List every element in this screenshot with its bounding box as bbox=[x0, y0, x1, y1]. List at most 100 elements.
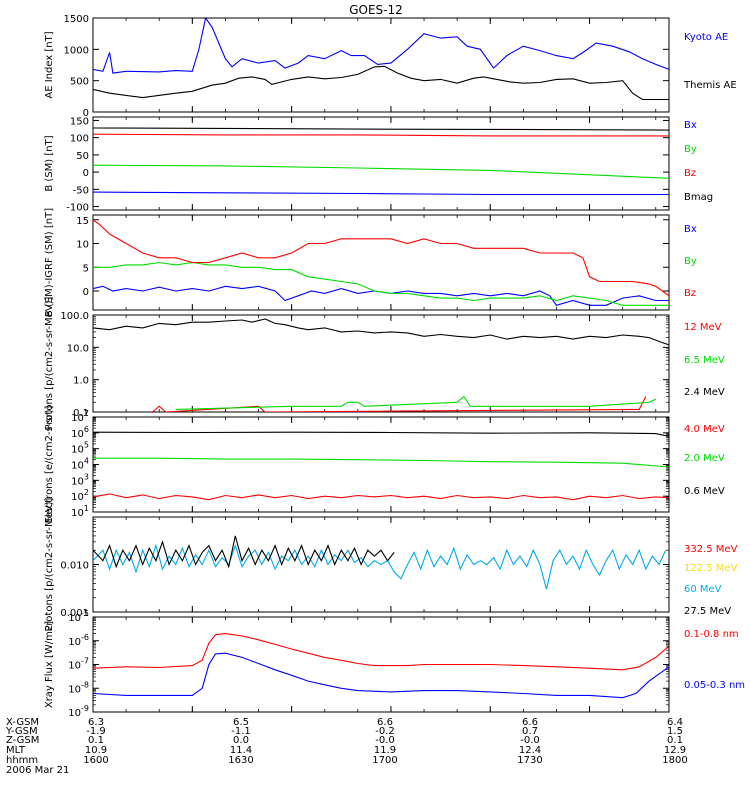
y-tick-label: 15 bbox=[76, 216, 89, 227]
footer-value: -0.0 bbox=[375, 735, 395, 746]
legend-label: Kyoto AE bbox=[684, 32, 728, 43]
y-tick-label: 100.0 bbox=[60, 311, 89, 322]
y-tick-label: 101 bbox=[71, 504, 89, 519]
footer-row-label: MLT bbox=[6, 745, 26, 756]
legend-label: 0.6 MeV bbox=[684, 486, 725, 497]
legend-label: By bbox=[684, 144, 697, 155]
footer-value: 0.1 bbox=[88, 735, 104, 746]
series-line-0-6-mev bbox=[93, 431, 669, 437]
series-line-by bbox=[93, 164, 669, 179]
y-axis-label: AE Index [nT] bbox=[44, 31, 55, 98]
y-tick-label: 10 bbox=[76, 240, 89, 251]
legend-label: 2.0 MeV bbox=[684, 453, 725, 464]
panel-frame bbox=[92, 17, 670, 113]
series-line-by bbox=[93, 261, 669, 306]
panel-bsm: -100 -50 0 50 100 150 B (SM) [nT] Bx By Bz Bmag bbox=[44, 116, 713, 213]
footer-row-label: Z-GSM bbox=[6, 735, 39, 746]
y-tick-label: 105 bbox=[71, 441, 89, 456]
footer-value: 12.4 bbox=[519, 745, 541, 756]
y-axis-label: Protons [p/(cm2-s-sr-MeV)] bbox=[44, 497, 55, 631]
series-line-bz bbox=[93, 219, 669, 297]
series-line-2-4-mev bbox=[93, 318, 669, 346]
y-tick-label: 0.1 bbox=[73, 408, 89, 419]
legend-label: Bmag bbox=[684, 192, 713, 203]
legend-label: 332.5 MeV bbox=[684, 544, 738, 555]
y-tick-label: 1.0 bbox=[73, 376, 89, 387]
y-tick-label: 102 bbox=[71, 488, 89, 503]
y-tick-label: 10-8 bbox=[68, 680, 89, 695]
legend-label: 122.5 MeV bbox=[684, 563, 738, 574]
series-line-bmag bbox=[93, 127, 669, 131]
legend-label: 60 MeV bbox=[684, 584, 722, 595]
footer-value: 6.6 bbox=[522, 717, 538, 728]
legend-label: 6.5 MeV bbox=[684, 355, 725, 366]
footer-value: 1630 bbox=[228, 755, 253, 766]
legend-label: Bz bbox=[684, 168, 696, 179]
footer-value: -1.1 bbox=[231, 726, 251, 737]
footer-value: 6.5 bbox=[233, 717, 249, 728]
footer-value: -0.0 bbox=[520, 735, 540, 746]
date-label: 2006 Mar 21 bbox=[6, 765, 69, 776]
ephemeris-footer: X-GSMY-GSMZ-GSMMLThhmm6.3-1.90.110.91600… bbox=[5, 717, 688, 766]
series-line-kyoto-ae bbox=[93, 18, 669, 74]
footer-value: 0.7 bbox=[522, 726, 538, 737]
footer-value: 1.5 bbox=[667, 726, 683, 737]
legend-label: Bz bbox=[684, 288, 696, 299]
panel-protons1: 0.1 1.0 10.0 100.0 Protons [p/(cm2-s-sr-MeV)… bbox=[44, 296, 725, 430]
y-tick-label: 5 bbox=[83, 263, 89, 274]
y-tick-label: 10.0 bbox=[67, 343, 89, 354]
panel-bigrf: 0 5 10 15 B (SM)-IGRF (SM) [nT] Bx By Bz bbox=[44, 208, 697, 317]
legend-label: 4.0 MeV bbox=[684, 424, 725, 435]
y-tick-label: 10-7 bbox=[68, 657, 89, 672]
y-tick-label: 10-6 bbox=[68, 633, 89, 648]
y-tick-label: -100 bbox=[66, 203, 89, 214]
legend-label: 0.05-0.3 nm bbox=[684, 680, 745, 691]
plot-title: GOES-12 bbox=[349, 3, 403, 17]
footer-row-label: hhmm bbox=[6, 755, 38, 766]
y-tick-label: 0.010 bbox=[60, 561, 89, 572]
series-line-0-05-0-3-nm bbox=[93, 652, 669, 699]
series-line-27-5-mev bbox=[93, 535, 395, 569]
legend-label: By bbox=[684, 256, 697, 267]
legend-label: 2.4 MeV bbox=[684, 387, 725, 398]
y-tick-label: 0.001 bbox=[60, 608, 89, 619]
footer-value: -0.2 bbox=[375, 726, 395, 737]
y-tick-label: 106 bbox=[71, 425, 89, 440]
series-line-2-0-mev bbox=[93, 457, 669, 468]
footer-row-label: Y-GSM bbox=[5, 726, 38, 737]
y-axis-label: B (SM) [nT] bbox=[44, 135, 55, 191]
footer-value: 6.3 bbox=[88, 717, 104, 728]
series-line-bx bbox=[93, 191, 669, 196]
panel-frame bbox=[92, 116, 670, 211]
y-axis-label: Xray Flux [W/m2] bbox=[44, 621, 55, 708]
series-line-60-mev bbox=[93, 543, 667, 590]
series-line-6-5-mev bbox=[175, 395, 657, 410]
footer-value: 0.0 bbox=[233, 735, 249, 746]
footer-value: 1730 bbox=[517, 755, 542, 766]
panel-frame bbox=[92, 314, 670, 413]
legend-label: Bx bbox=[684, 224, 697, 235]
y-axis-label: Electrons [e/(cm2-s-sr)] bbox=[44, 405, 55, 523]
y-tick-label: 1000 bbox=[64, 45, 89, 56]
legend-label: Themis AE bbox=[683, 80, 737, 91]
series-line-4-0-mev bbox=[93, 493, 669, 501]
footer-row-label: X-GSM bbox=[6, 717, 39, 728]
series-line-bz bbox=[93, 133, 669, 137]
footer-value: 10.9 bbox=[85, 745, 107, 756]
footer-value: 6.6 bbox=[377, 717, 393, 728]
y-tick-label: 100 bbox=[70, 134, 89, 145]
y-tick-label: 500 bbox=[70, 77, 89, 88]
series-line-12-mev bbox=[152, 396, 647, 412]
series-line-bx bbox=[93, 285, 669, 306]
footer-value: 11.9 bbox=[374, 745, 396, 756]
series-line-themis-ae bbox=[93, 65, 669, 101]
series-line-0-1-0-8-nm bbox=[93, 633, 669, 671]
legend-label: Bx bbox=[684, 120, 697, 131]
y-tick-label: 103 bbox=[71, 472, 89, 487]
y-tick-label: 1500 bbox=[64, 14, 89, 25]
footer-value: 1600 bbox=[83, 755, 108, 766]
panel-frame bbox=[92, 616, 670, 713]
